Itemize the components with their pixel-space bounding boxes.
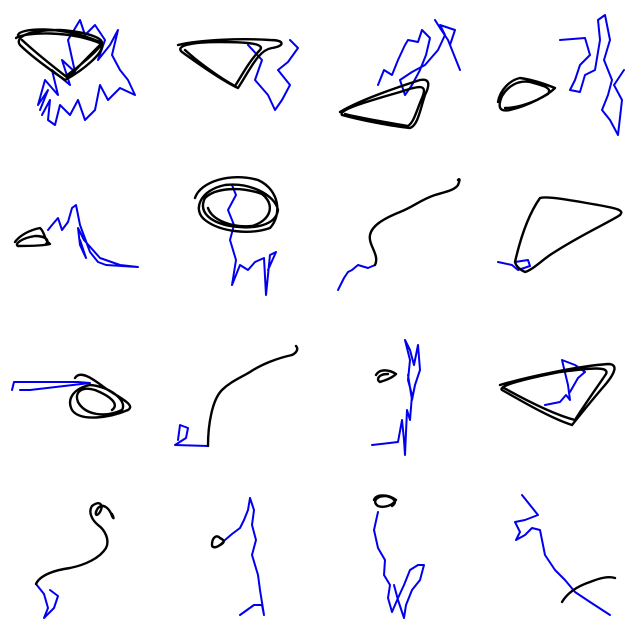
panel-16: [514, 494, 617, 616]
panel-13-blue-trace: [35, 583, 59, 619]
panel-9-blue-trace: [11, 381, 91, 391]
panel-15: [372, 494, 425, 619]
panel-1-black-trace: [14, 28, 104, 82]
panel-11-black-trace: [374, 369, 398, 384]
panel-9-black-trace: [68, 373, 132, 419]
panel-10-black-trace: [206, 344, 299, 448]
panel-1: [14, 19, 136, 126]
panel-14-blue-trace: [219, 497, 265, 616]
panel-16-blue-trace: [514, 494, 611, 616]
panel-15-blue-trace: [373, 511, 425, 619]
panel-11: [371, 339, 421, 456]
panel-3-black-trace: [338, 78, 430, 130]
panel-4-blue-trace: [559, 14, 625, 136]
panel-9: [11, 373, 132, 419]
panel-8-black-trace: [513, 196, 623, 274]
panel-13: [34, 502, 115, 619]
panel-6-blue-trace: [227, 184, 277, 296]
panel-14-black-trace: [210, 535, 225, 549]
panel-3: [338, 19, 461, 130]
panel-10: [174, 344, 299, 448]
panel-12-black-trace: [498, 362, 616, 427]
panel-5-black-trace: [13, 226, 52, 248]
panel-13-black-trace: [34, 502, 115, 586]
panel-12: [498, 359, 616, 427]
panel-8: [497, 196, 623, 274]
panel-15-black-trace: [372, 494, 398, 508]
panel-3-blue-trace: [377, 19, 461, 96]
panel-6: [193, 176, 280, 296]
panel-7: [337, 178, 461, 291]
panel-10-blue-trace: [174, 424, 209, 447]
panel-5: [13, 204, 139, 268]
panel-2-black-trace: [176, 38, 283, 90]
panel-2-blue-trace: [247, 39, 299, 111]
panel-2: [176, 38, 299, 111]
panel-16-black-trace: [560, 576, 617, 604]
panel-14: [210, 497, 265, 616]
panel-7-black-trace: [368, 178, 461, 267]
panel-7-blue-trace: [337, 264, 376, 291]
panel-6-black-trace: [193, 176, 280, 233]
panel-11-blue-trace: [371, 339, 421, 456]
panel-4: [496, 14, 625, 136]
panel-8-blue-trace: [497, 259, 531, 271]
panel-4-black-trace: [496, 76, 557, 112]
panel-5-blue-trace: [47, 204, 139, 268]
